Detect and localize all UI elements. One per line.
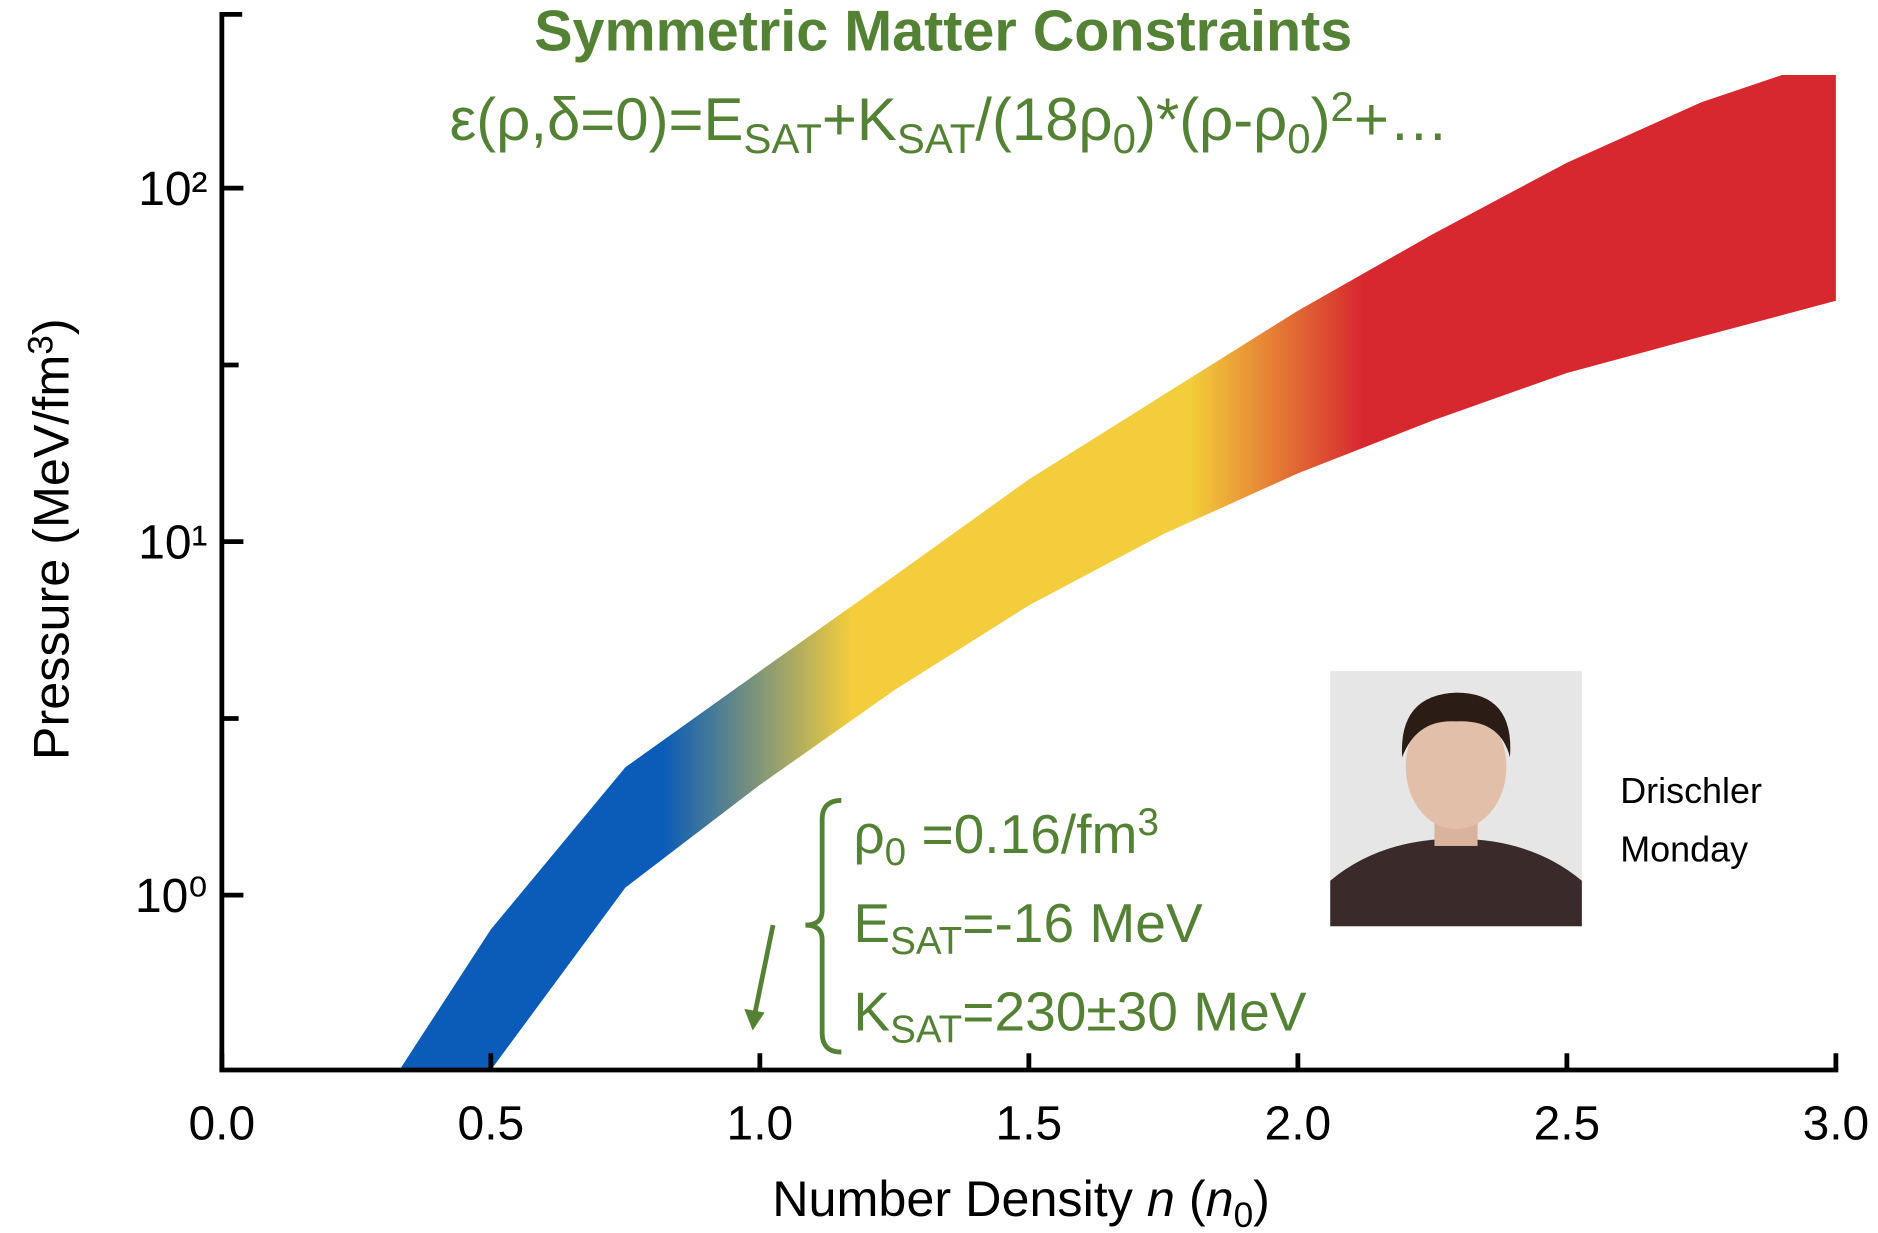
formula: ε(ρ,δ=0)=ESAT+KSAT/(18ρ0)*(ρ-ρ0)2+… <box>450 83 1449 161</box>
text-run: SAT <box>890 920 962 963</box>
x-tick-label: 0.5 <box>458 1098 525 1151</box>
x-tick-label: 3.0 <box>1803 1098 1870 1151</box>
arrow-head <box>744 1009 764 1031</box>
x-tick-label: 2.0 <box>1265 1098 1332 1151</box>
y-tick-label: 10² <box>138 163 207 216</box>
text-run: 3 <box>22 335 61 355</box>
text-run: 0 <box>1287 115 1310 162</box>
annotation-line: KSAT=230±30 MeV <box>853 980 1306 1051</box>
text-run: ) <box>1311 86 1331 153</box>
x-axis-label: Number Density n (n0) <box>772 1170 1270 1233</box>
text-run: =0.16/fm <box>906 803 1137 865</box>
text-run: K <box>853 980 890 1042</box>
chart-title: Symmetric Matter Constraints <box>534 0 1352 63</box>
x-tick-label: 2.5 <box>1534 1098 1601 1151</box>
text-run: 0 <box>1234 1196 1254 1233</box>
brace <box>805 800 841 1052</box>
text-run: SAT <box>890 1008 962 1051</box>
photo-caption: Monday <box>1620 829 1748 870</box>
annotation-line: ESAT=-16 MeV <box>853 892 1203 963</box>
text-run: n <box>1206 1170 1234 1227</box>
x-tick-label: 1.0 <box>727 1098 794 1151</box>
text-run: n <box>1147 1170 1175 1227</box>
text-run: E <box>853 892 890 954</box>
annotation-line: ρ0 =0.16/fm3 <box>853 802 1159 874</box>
text-run: )*(ρ-ρ <box>1136 86 1287 153</box>
text-run: ( <box>1175 1170 1206 1227</box>
text-run: ρ <box>853 803 884 865</box>
text-run: =-16 MeV <box>962 892 1203 954</box>
y-tick-label: 10¹ <box>138 516 207 569</box>
text-run: =230±30 MeV <box>962 980 1307 1042</box>
text-run: 3 <box>1137 802 1158 845</box>
text-run: /(18ρ <box>975 86 1112 153</box>
y-axis-label: Pressure (MeV/fm3) <box>22 318 80 760</box>
y-tick-label: 10⁰ <box>135 870 208 923</box>
text-run: 0 <box>1113 115 1136 162</box>
text-run: SAT <box>897 115 975 162</box>
text-run: 2 <box>1331 83 1354 130</box>
x-tick-label: 0.0 <box>189 1098 256 1151</box>
text-run: 0 <box>885 831 906 874</box>
text-run: Number Density <box>772 1170 1147 1227</box>
text-run: ) <box>22 318 79 335</box>
chart: 0.0 0.5 1.0 1.5 2.0 2.5 3.0 10⁰ 10¹ 10² Symmetric… <box>0 0 1878 1233</box>
text-run: +K <box>822 86 897 153</box>
text-run: +… <box>1354 86 1449 153</box>
x-tick-label: 1.5 <box>996 1098 1063 1151</box>
arrow <box>754 925 773 1018</box>
text-run: ) <box>1253 1170 1270 1227</box>
photo-caption: Drischler <box>1620 770 1762 811</box>
text-run: SAT <box>744 115 822 162</box>
text-run: ε(ρ,δ=0)=E <box>450 86 744 153</box>
text-run: Pressure (MeV/fm <box>22 355 79 760</box>
photo <box>1330 671 1582 926</box>
